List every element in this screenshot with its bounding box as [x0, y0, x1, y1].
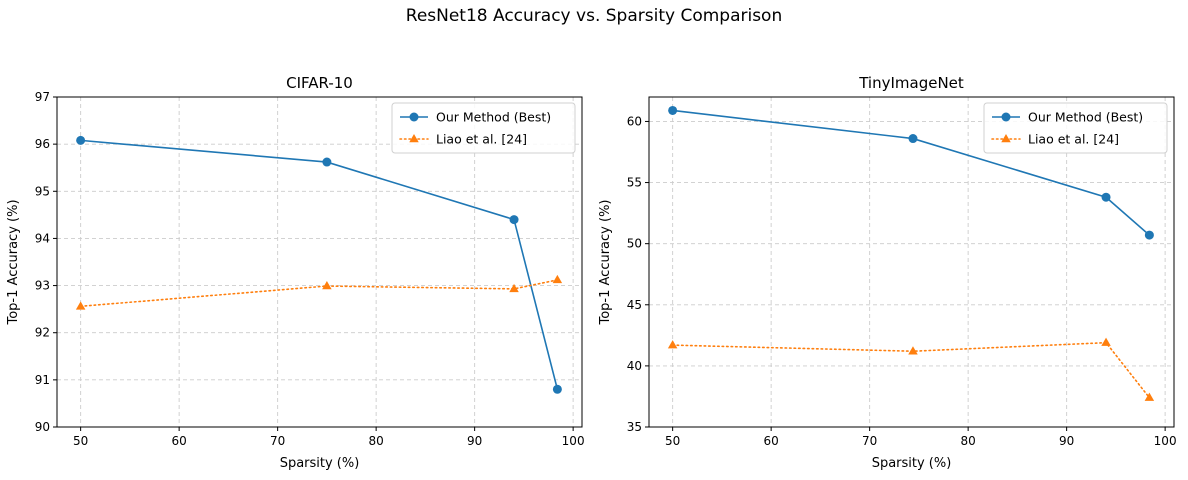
data-point-liao	[908, 346, 918, 355]
x-tick-label: 100	[1154, 434, 1177, 448]
legend-frame	[983, 102, 1168, 154]
legend-label: Our Method (Best)	[1028, 110, 1143, 125]
legend: Our Method (Best) Liao et al. [24]	[983, 102, 1168, 154]
legend: Our Method (Best) Liao et al. [24]	[391, 102, 576, 154]
y-tick-label: 91	[35, 373, 50, 387]
x-tick-label: 50	[73, 434, 88, 448]
legend-marker	[1001, 134, 1011, 143]
data-point-our-method	[552, 384, 562, 394]
series-line-liao	[671, 341, 1151, 399]
y-tick-label: 45	[627, 298, 642, 312]
data-point-liao	[75, 301, 86, 310]
axes-frame	[648, 96, 1175, 428]
y-axis-label: Top-1 Accuracy (%)	[6, 199, 21, 325]
data-point-our-method	[76, 135, 86, 145]
legend-marker	[1001, 112, 1011, 122]
y-tick-label: 93	[35, 279, 50, 293]
legend-marker	[409, 112, 419, 122]
data-point-liao	[509, 283, 519, 293]
y-tick-label: 40	[627, 359, 642, 373]
y-tick-label: 92	[35, 326, 50, 340]
y-axis-label: Top-1 Accuracy (%)	[598, 199, 613, 325]
legend-marker	[409, 134, 419, 143]
legend-label: Liao et al. [24]	[1028, 132, 1119, 147]
y-tick-label: 35	[627, 420, 642, 434]
data-point-our-method	[668, 105, 678, 115]
x-tick-label: 100	[562, 434, 585, 448]
y-tick-label: 95	[35, 184, 50, 198]
subplot-tinyimagenet: 50 60 70 80 90 100 35 40 45 50 55 60 TinyImageNet Spa…	[598, 74, 1177, 471]
x-tick-label: 70	[862, 434, 877, 448]
y-tick-label: 94	[35, 231, 50, 245]
x-tick-label: 90	[1059, 434, 1074, 448]
data-point-liao	[1101, 337, 1111, 346]
series-line-our-method	[672, 109, 1150, 236]
data-point-our-method	[1144, 230, 1154, 240]
subplot-title: TinyImageNet	[858, 74, 964, 92]
data-point-liao	[667, 340, 678, 349]
y-tick-label: 96	[35, 137, 50, 151]
series-line-liao	[79, 279, 559, 308]
data-point-liao	[322, 281, 332, 290]
y-tick-label: 55	[627, 176, 642, 190]
x-tick-label: 50	[665, 434, 680, 448]
y-tick-label: 60	[627, 114, 642, 128]
legend-label: Our Method (Best)	[436, 110, 551, 125]
figure-title: ResNet18 Accuracy vs. Sparsity Compariso…	[405, 6, 783, 26]
x-tick-label: 70	[270, 434, 285, 448]
data-point-our-method	[1101, 192, 1111, 202]
x-tick-label: 60	[171, 434, 186, 448]
y-tick-label: 97	[35, 90, 50, 104]
subplot-title: CIFAR-10	[286, 74, 353, 92]
legend-label: Liao et al. [24]	[436, 132, 527, 147]
y-tick-label: 50	[627, 237, 642, 251]
x-tick-label: 80	[368, 434, 383, 448]
data-point-our-method	[509, 215, 519, 225]
x-axis-label: Sparsity (%)	[872, 456, 952, 471]
x-tick-label: 80	[960, 434, 975, 448]
data-point-our-method	[322, 157, 332, 167]
x-tick-label: 60	[763, 434, 778, 448]
x-tick-label: 90	[467, 434, 482, 448]
legend-frame	[391, 102, 576, 154]
data-point-liao	[1144, 392, 1155, 401]
data-point-our-method	[908, 134, 918, 144]
x-axis-label: Sparsity (%)	[280, 456, 360, 471]
data-point-liao	[552, 274, 563, 284]
y-tick-label: 90	[35, 420, 50, 434]
subplot-cifar10: 50 60 70 80 90 100 90 91 92 93 94 95 96 97 CIFAR-10 Spa…	[6, 74, 585, 471]
axes-frame	[56, 96, 583, 428]
series-line-our-method	[80, 139, 559, 390]
